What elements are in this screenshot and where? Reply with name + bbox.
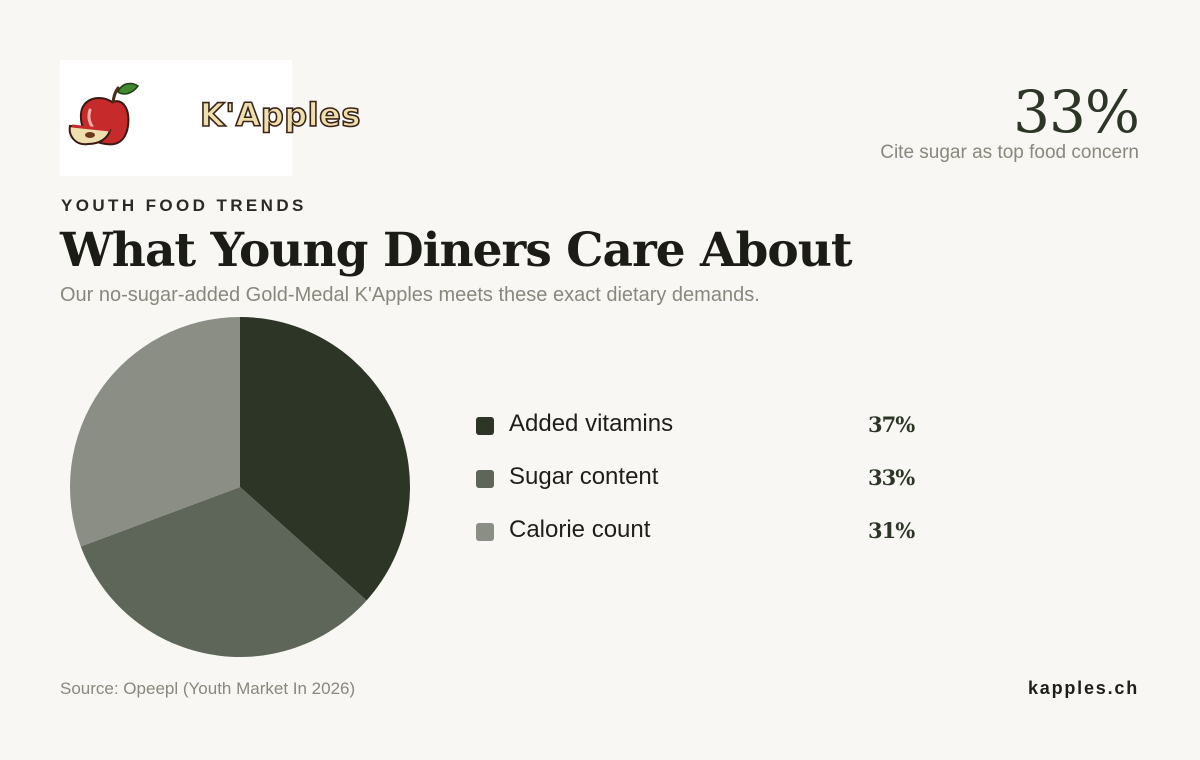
brand-logo: K'Apples	[60, 60, 361, 176]
apple-logo-icon	[68, 82, 140, 146]
legend-swatch	[476, 470, 494, 488]
highlight-value: 33%	[1013, 78, 1140, 146]
legend-value: 33%	[868, 465, 915, 490]
highlight-stat: 33% Cite sugar as top food concern	[880, 78, 1140, 164]
legend-swatch	[476, 523, 494, 541]
page-title: What Young Diners Care About	[60, 223, 853, 278]
legend-item: Sugar content 33%	[476, 457, 916, 510]
page-subtitle: Our no-sugar-added Gold-Medal K'Apples m…	[60, 284, 760, 306]
pie-slice-added-vitamins	[240, 317, 411, 601]
legend-value: 31%	[868, 518, 915, 543]
legend-label: Sugar content	[509, 463, 659, 490]
legend-item: Added vitamins 37%	[476, 404, 916, 457]
highlight-caption: Cite sugar as top food concern	[880, 142, 1139, 163]
legend-label: Calorie count	[509, 516, 651, 543]
source-note: Source: Opeepl (Youth Market In 2026)	[60, 679, 356, 698]
legend-value: 37%	[868, 412, 915, 437]
site-url: kapples.ch	[1027, 678, 1139, 698]
logo-text: K'Apples	[199, 95, 361, 135]
pie-chart	[70, 317, 411, 657]
legend-label: Added vitamins	[509, 410, 674, 437]
pie-slice-calorie-count	[70, 317, 240, 547]
legend-item: Calorie count 31%	[476, 510, 916, 563]
pie-slice-sugar-content	[80, 487, 367, 657]
eyebrow-label: YOUTH FOOD TRENDS	[61, 196, 307, 215]
legend-swatch	[476, 417, 494, 435]
chart-legend: Added vitamins 37% Sugar content 33% Cal…	[476, 404, 916, 563]
